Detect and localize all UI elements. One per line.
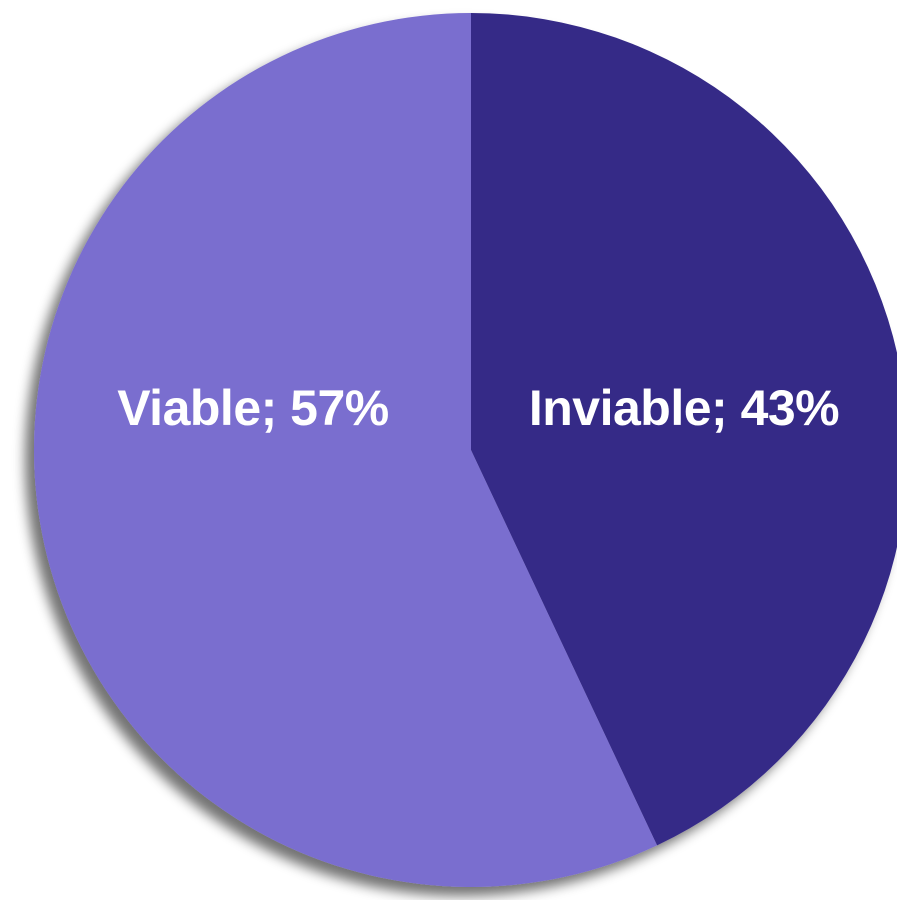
pie-slices	[33, 13, 897, 888]
pie-slice-viable	[33, 13, 658, 888]
pie-labels: Inviable; 43% Viable; 57%	[117, 380, 839, 436]
pie-label-inviable: Inviable; 43%	[529, 380, 839, 436]
pie-slice-inviable	[471, 13, 897, 846]
pie-label-viable: Viable; 57%	[117, 380, 389, 436]
